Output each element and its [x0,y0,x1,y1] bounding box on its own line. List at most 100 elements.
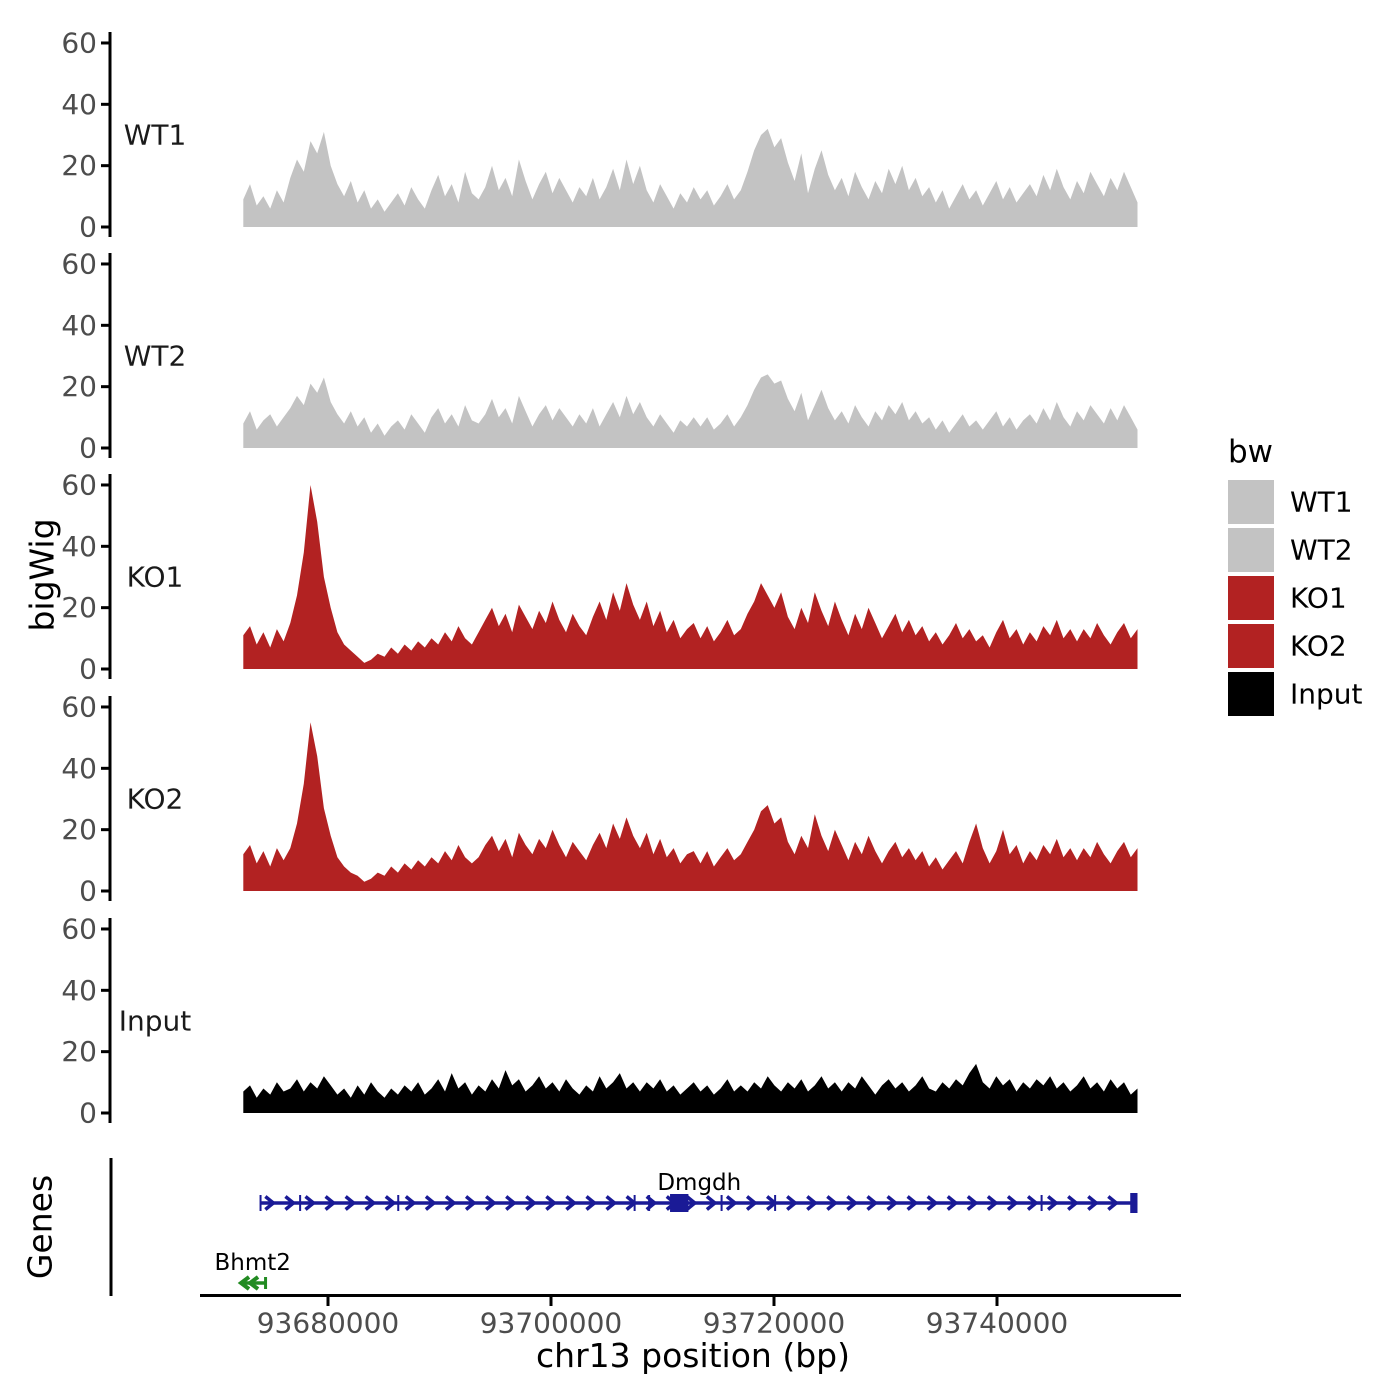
genes-axis-title: Genes [21,1175,60,1279]
y-tick-label-wt2: 20 [61,370,97,403]
coverage-area-wt2 [243,374,1138,448]
legend-label-ko1: KO1 [1290,582,1347,615]
coverage-area-wt1 [243,128,1138,227]
gene-strand-arrow [745,1195,758,1211]
legend-layer: WT1 WT2 KO1 KO2 Input [1228,480,1363,716]
gene-strand-arrow [866,1195,879,1211]
genes-layer: Dmgdh Bhmt2 [215,1170,1138,1291]
track-label-ko2: KO2 [127,782,184,815]
x-axis-title: chr13 position (bp) [536,1336,850,1375]
gene-strand-arrow [1067,1195,1079,1211]
coverage-areas-layer [243,128,1138,1113]
legend-label-ko2: KO2 [1290,630,1347,663]
legend-title: bw [1228,434,1273,470]
x-tick-label: 93740000 [926,1307,1069,1340]
gene-strand-arrow [605,1195,618,1211]
y-tick-label-ko1: 40 [61,530,97,563]
gene-strand-arrow [304,1195,317,1211]
gene-strand-arrow [826,1195,839,1211]
y-tick-label-input: 0 [79,1097,97,1130]
gene-strand-arrow [525,1195,538,1211]
gene-strand-arrow [424,1195,437,1211]
coverage-area-input [243,1063,1138,1113]
gene-strand-arrow [344,1195,357,1211]
gene-strand-arrow [324,1195,337,1211]
y-tick-label-ko1: 20 [61,591,97,624]
gene-strand-arrow [685,1195,698,1211]
legend-key-wt1 [1228,480,1274,524]
y-tick-label-wt1: 40 [61,88,97,121]
gene-strand-arrow [1026,1195,1039,1211]
gene-strand-arrow [444,1195,457,1211]
y-tick-label-input: 60 [61,912,97,945]
y-tick-label-input: 20 [61,1035,97,1068]
gene-strand-arrow [364,1195,377,1211]
gene-strand-arrow [846,1195,859,1211]
y-tick-label-wt1: 60 [61,26,97,59]
legend-label-wt2: WT2 [1290,534,1353,567]
y-tick-label-wt2: 0 [79,432,97,465]
y-tick-label-wt1: 20 [61,149,97,182]
y-tick-label-ko2: 60 [61,690,97,723]
legend-key-ko2 [1228,624,1274,668]
y-tick-label-ko2: 20 [61,813,97,846]
gene-strand-arrow [926,1195,939,1211]
y-tick-label-ko1: 60 [61,468,97,501]
gene-label-bhmt2: Bhmt2 [215,1250,291,1276]
gene-strand-arrow [1087,1195,1100,1211]
gene-strand-arrow [725,1195,738,1211]
gene-strand-arrow [246,1275,260,1291]
gene-strand-arrow [906,1195,919,1211]
gene-strand-arrow [585,1195,598,1211]
exon-end-block [1130,1193,1138,1213]
gene-strand-arrow [545,1195,558,1211]
y-tick-label-wt2: 60 [61,247,97,280]
gene-strand-arrow [485,1195,497,1211]
x-tick-label: 93680000 [257,1307,400,1340]
gene-strand-arrow [986,1195,999,1211]
gene-strand-arrow [1107,1195,1120,1211]
legend-label-input: Input [1290,678,1363,711]
gene-strand-arrow [565,1195,578,1211]
gene-strand-arrow [237,1275,251,1291]
y-tick-label-wt1: 0 [79,211,97,244]
y-tick-label-wt2: 40 [61,309,97,342]
axes-layer: 0 20 40 60 WT1 0 20 40 60 WT2 0 20 40 60 KO1 0 20 40 60 KO2… [61,26,1181,1340]
y-tick-label-ko2: 40 [61,752,97,785]
y-tick-label-ko1: 0 [79,653,97,686]
y-tick-label-ko2: 0 [79,875,97,908]
legend-key-wt2 [1228,528,1274,572]
gene-strand-arrow [806,1195,819,1211]
gene-strand-arrow [966,1195,979,1211]
gene-strand-arrow [1006,1195,1019,1211]
gene-strand-arrow [464,1195,477,1211]
y-axis-title: bigWig [23,518,62,631]
gene-strand-arrow [886,1195,899,1211]
legend-key-input [1228,672,1274,716]
gene-strand-arrow [505,1195,517,1211]
gene-strand-arrow [384,1195,397,1211]
gene-strand-arrow [404,1195,417,1211]
coverage-area-ko2 [243,722,1138,891]
track-label-wt2: WT2 [124,339,187,372]
x-tick-label: 93700000 [480,1307,623,1340]
gene-label-dmgdh: Dmgdh [657,1170,741,1196]
gene-strand-arrow [705,1195,718,1211]
track-label-input: Input [119,1004,192,1037]
legend-key-ko1 [1228,576,1274,620]
track-label-ko1: KO1 [127,560,184,593]
x-tick-label: 93720000 [703,1307,846,1340]
gene-model-bhmt2: Bhmt2 [215,1250,291,1291]
track-label-wt1: WT1 [124,118,187,151]
gene-strand-arrow [1046,1195,1059,1211]
gene-strand-arrow [264,1195,277,1211]
gene-model-dmgdh: Dmgdh [259,1170,1138,1213]
legend-label-wt1: WT1 [1290,486,1353,519]
coverage-area-ko1 [243,485,1138,669]
gene-strand-arrow [946,1195,959,1211]
gene-strand-arrow [284,1195,297,1211]
gene-strand-arrow [786,1195,798,1211]
y-tick-label-input: 40 [61,974,97,1007]
